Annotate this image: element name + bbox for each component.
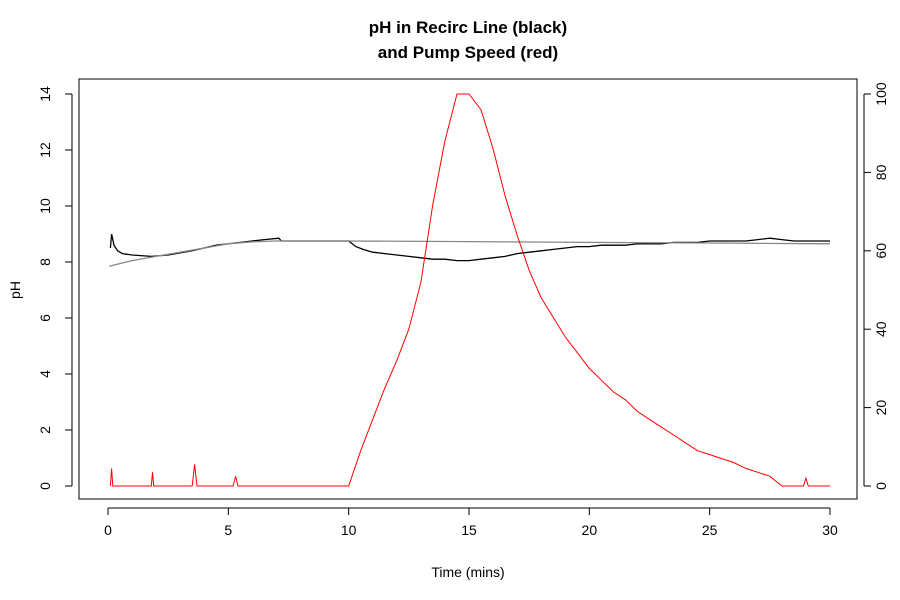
series-layer: [109, 93, 831, 487]
y-tick-label-left: 4: [37, 370, 53, 378]
x-axis-title: Time (mins): [431, 564, 504, 580]
y-tick-label-left: 10: [37, 198, 53, 214]
y-tick-label-right: 80: [873, 164, 889, 180]
y-axis-left: 0 2 4 6 8 10 12 14: [37, 86, 73, 490]
y-tick-label-left: 0: [37, 482, 53, 490]
pump-speed-line: [109, 93, 830, 487]
y-tick-label-right: 100: [873, 82, 889, 106]
x-tick-label: 15: [461, 522, 477, 538]
x-tick-label: 25: [702, 522, 718, 538]
y-tick-label-left: 8: [37, 258, 53, 266]
x-tick-label: 0: [104, 522, 112, 538]
chart-title-line1: pH in Recirc Line (black): [369, 18, 567, 37]
y-axis-title: pH: [7, 281, 23, 299]
y-tick-label-right: 40: [873, 321, 889, 337]
chart-title-line2: and Pump Speed (red): [378, 43, 558, 62]
y-tick-label-left: 6: [37, 314, 53, 322]
y-tick-label-right: 60: [873, 243, 889, 259]
y-tick-label-left: 2: [37, 426, 53, 434]
plot-frame: [78, 78, 858, 500]
y-tick-label-right: 20: [873, 400, 889, 416]
x-tick-label: 30: [822, 522, 838, 538]
ph-line: [109, 233, 830, 262]
ph-reference-line: [109, 240, 831, 267]
x-tick-label: 10: [341, 522, 357, 538]
y-axis-right: 0 20 40 60 80 100: [863, 82, 889, 490]
y-tick-label-left: 14: [37, 86, 53, 102]
y-tick-label-left: 12: [37, 142, 53, 158]
x-tick-label: 5: [224, 522, 232, 538]
y-tick-label-right: 0: [873, 482, 889, 490]
x-axis: 0 5 10 15 20 25 30: [104, 507, 838, 538]
x-tick-label: 20: [582, 522, 598, 538]
